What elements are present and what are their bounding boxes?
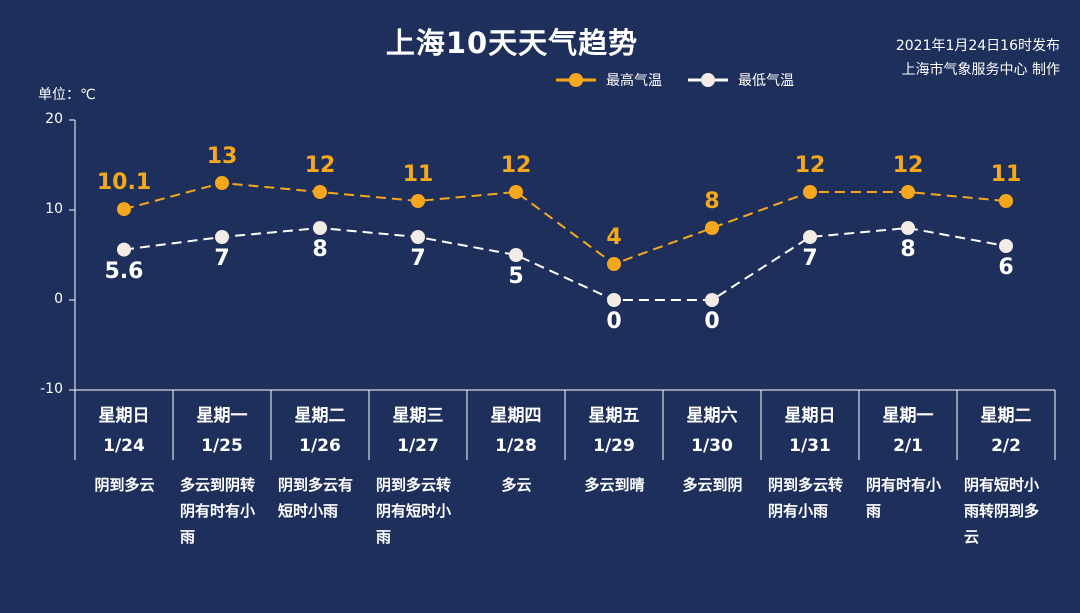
legend-high-label: 最高气温 bbox=[606, 73, 662, 89]
day-column: 星期三 1/27 阴到多云转阴有短时小雨 bbox=[369, 392, 467, 550]
data-point-low bbox=[117, 242, 131, 257]
day-column: 星期二 1/26 阴到多云有短时小雨 bbox=[271, 392, 369, 524]
data-point-low bbox=[313, 221, 327, 235]
day-date: 1/26 bbox=[299, 436, 341, 456]
day-weather: 多云到晴 bbox=[584, 476, 645, 494]
day-weather: 阴到多云转阴有小雨 bbox=[768, 476, 844, 520]
day-column: 星期一 2/1 阴有时有小雨 bbox=[859, 392, 957, 524]
data-label-low: 0 bbox=[704, 309, 720, 334]
day-weekday: 星期日 bbox=[784, 406, 836, 426]
data-label-low: 8 bbox=[900, 237, 916, 262]
data-point-low bbox=[607, 293, 621, 307]
day-weekday: 星期一 bbox=[882, 406, 934, 426]
day-weather: 多云到阴 bbox=[682, 476, 743, 494]
day-weekday: 星期二 bbox=[980, 406, 1032, 426]
day-weather: 阴到多云有短时小雨 bbox=[278, 476, 354, 520]
data-point-low bbox=[215, 230, 229, 244]
day-weather: 多云 bbox=[501, 476, 532, 494]
data-point-high bbox=[607, 257, 621, 271]
legend: 最高气温 最低气温 bbox=[556, 70, 820, 90]
day-weather: 多云到阴转阴有时有小雨 bbox=[180, 476, 256, 546]
day-date: 2/2 bbox=[991, 436, 1021, 456]
publish-time: 2021年1月24日16时发布 bbox=[895, 38, 1060, 54]
day-weather: 阴有短时小雨转阴到多云 bbox=[964, 476, 1040, 546]
y-tick-label: 10 bbox=[45, 201, 63, 217]
data-label-high: 12 bbox=[794, 153, 826, 178]
data-point-high bbox=[313, 185, 327, 199]
day-column: 星期日 1/24 阴到多云 bbox=[75, 392, 173, 498]
day-date: 1/31 bbox=[789, 436, 831, 456]
data-point-low bbox=[999, 239, 1013, 253]
data-point-low bbox=[803, 230, 817, 244]
data-point-high bbox=[999, 194, 1013, 208]
data-point-low bbox=[901, 221, 915, 235]
unit-label: 单位：℃ bbox=[38, 87, 96, 103]
data-point-low bbox=[509, 248, 523, 262]
day-date: 1/24 bbox=[103, 436, 145, 456]
data-point-high bbox=[509, 185, 523, 199]
legend-item-high: 最高气温 bbox=[556, 70, 662, 90]
data-label-low: 6 bbox=[998, 255, 1014, 280]
publisher: 上海市气象服务中心 制作 bbox=[901, 62, 1060, 78]
data-point-high bbox=[411, 194, 425, 208]
day-date: 2/1 bbox=[893, 436, 923, 456]
day-weather: 阴有时有小雨 bbox=[866, 476, 942, 520]
y-tick-label: 0 bbox=[54, 291, 63, 307]
data-label-low: 7 bbox=[410, 246, 426, 271]
day-weekday: 星期二 bbox=[294, 406, 346, 426]
data-point-high bbox=[803, 185, 817, 199]
day-weekday: 星期三 bbox=[392, 406, 444, 426]
day-date: 1/28 bbox=[495, 436, 537, 456]
data-label-low: 5 bbox=[508, 264, 524, 289]
data-point-low bbox=[705, 293, 719, 307]
day-date: 1/29 bbox=[593, 436, 635, 456]
series-line-low bbox=[123, 226, 1007, 301]
data-label-high: 12 bbox=[892, 153, 924, 178]
legend-item-low: 最低气温 bbox=[688, 70, 794, 90]
day-weekday: 星期五 bbox=[588, 406, 640, 426]
day-column: 星期日 1/31 阴到多云转阴有小雨 bbox=[761, 392, 859, 524]
day-weekday: 星期四 bbox=[490, 406, 542, 426]
day-weekday: 星期六 bbox=[686, 406, 738, 426]
publish-info: 2021年1月24日16时发布 上海市气象服务中心 制作 bbox=[896, 34, 1060, 82]
legend-low-label: 最低气温 bbox=[738, 73, 794, 89]
data-label-low: 0 bbox=[606, 309, 622, 334]
data-label-high: 13 bbox=[206, 144, 238, 169]
legend-high-marker bbox=[556, 73, 596, 87]
data-point-high bbox=[215, 176, 229, 190]
day-column: 星期二 2/2 阴有短时小雨转阴到多云 bbox=[957, 392, 1055, 550]
data-point-high bbox=[705, 221, 719, 235]
y-tick-label: 20 bbox=[45, 111, 63, 127]
data-label-high: 4 bbox=[606, 225, 622, 250]
day-weekday: 星期一 bbox=[196, 406, 248, 426]
day-date: 1/27 bbox=[397, 436, 439, 456]
day-date: 1/30 bbox=[691, 436, 733, 456]
data-label-low: 7 bbox=[802, 246, 818, 271]
day-column: 星期四 1/28 多云 bbox=[467, 392, 565, 498]
legend-low-marker bbox=[688, 73, 728, 87]
day-column: 星期一 1/25 多云到阴转阴有时有小雨 bbox=[173, 392, 271, 550]
data-point-low bbox=[411, 230, 425, 244]
data-label-high: 11 bbox=[402, 162, 434, 187]
data-label-low: 5.6 bbox=[104, 258, 144, 284]
data-label-low: 8 bbox=[312, 237, 328, 262]
day-weather: 阴到多云转阴有短时小雨 bbox=[376, 476, 452, 546]
data-label-high: 11 bbox=[990, 162, 1022, 187]
day-column: 星期六 1/30 多云到阴 bbox=[663, 392, 761, 498]
data-label-high: 10.1 bbox=[96, 170, 152, 196]
y-tick-label: -10 bbox=[40, 381, 63, 397]
day-date: 1/25 bbox=[201, 436, 243, 456]
data-label-high: 12 bbox=[500, 153, 532, 178]
series-line-high bbox=[123, 181, 1007, 266]
data-label-high: 12 bbox=[304, 153, 336, 178]
data-label-high: 8 bbox=[704, 189, 720, 214]
data-point-high bbox=[901, 185, 915, 199]
chart-title: 上海10天天气趋势 bbox=[385, 26, 639, 60]
day-weekday: 星期日 bbox=[98, 406, 150, 426]
data-point-high bbox=[117, 202, 131, 217]
data-label-low: 7 bbox=[214, 246, 230, 271]
day-weather: 阴到多云 bbox=[94, 476, 155, 494]
day-column: 星期五 1/29 多云到晴 bbox=[565, 392, 663, 498]
